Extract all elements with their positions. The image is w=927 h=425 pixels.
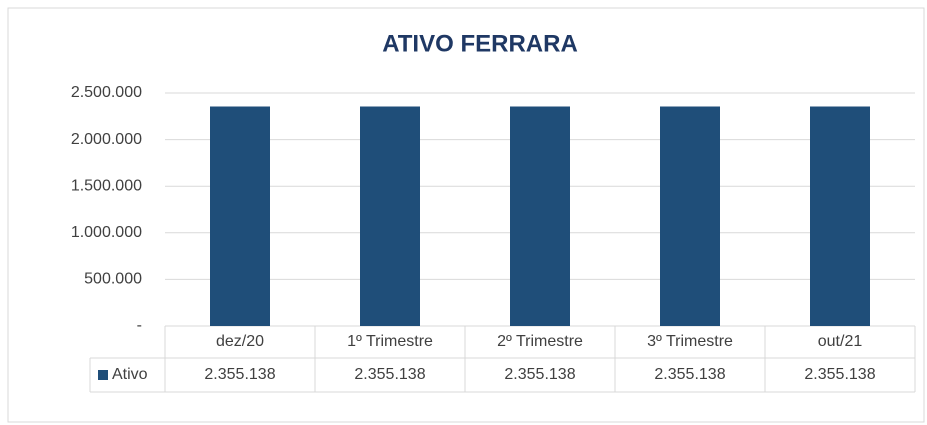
y-tick-label: 1.500.000 [71,177,142,194]
data-table-value: 2.355.138 [654,366,725,383]
bar [810,106,870,327]
x-tick-label: 1º Trimestre [347,333,433,350]
y-tick-label: - [137,317,142,334]
x-tick-label: 2º Trimestre [497,333,583,350]
bar [360,106,420,327]
data-table-value: 2.355.138 [504,366,575,383]
bar [510,106,570,327]
legend-label: Ativo [112,366,148,383]
bar [660,106,720,327]
x-tick-label: 3º Trimestre [647,333,733,350]
bar [210,106,270,327]
legend-marker [98,370,108,380]
y-tick-label: 500.000 [84,271,142,288]
chart-title: ATIVO FERRARA [382,30,578,57]
chart-border [7,7,925,423]
x-tick-label: dez/20 [216,333,264,350]
data-table-value: 2.355.138 [804,366,875,383]
data-table-value: 2.355.138 [204,366,275,383]
data-table-value: 2.355.138 [354,366,425,383]
x-tick-label: out/21 [818,333,863,350]
y-tick-label: 2.500.000 [71,84,142,101]
y-tick-label: 1.000.000 [71,224,142,241]
y-tick-label: 2.000.000 [71,131,142,148]
